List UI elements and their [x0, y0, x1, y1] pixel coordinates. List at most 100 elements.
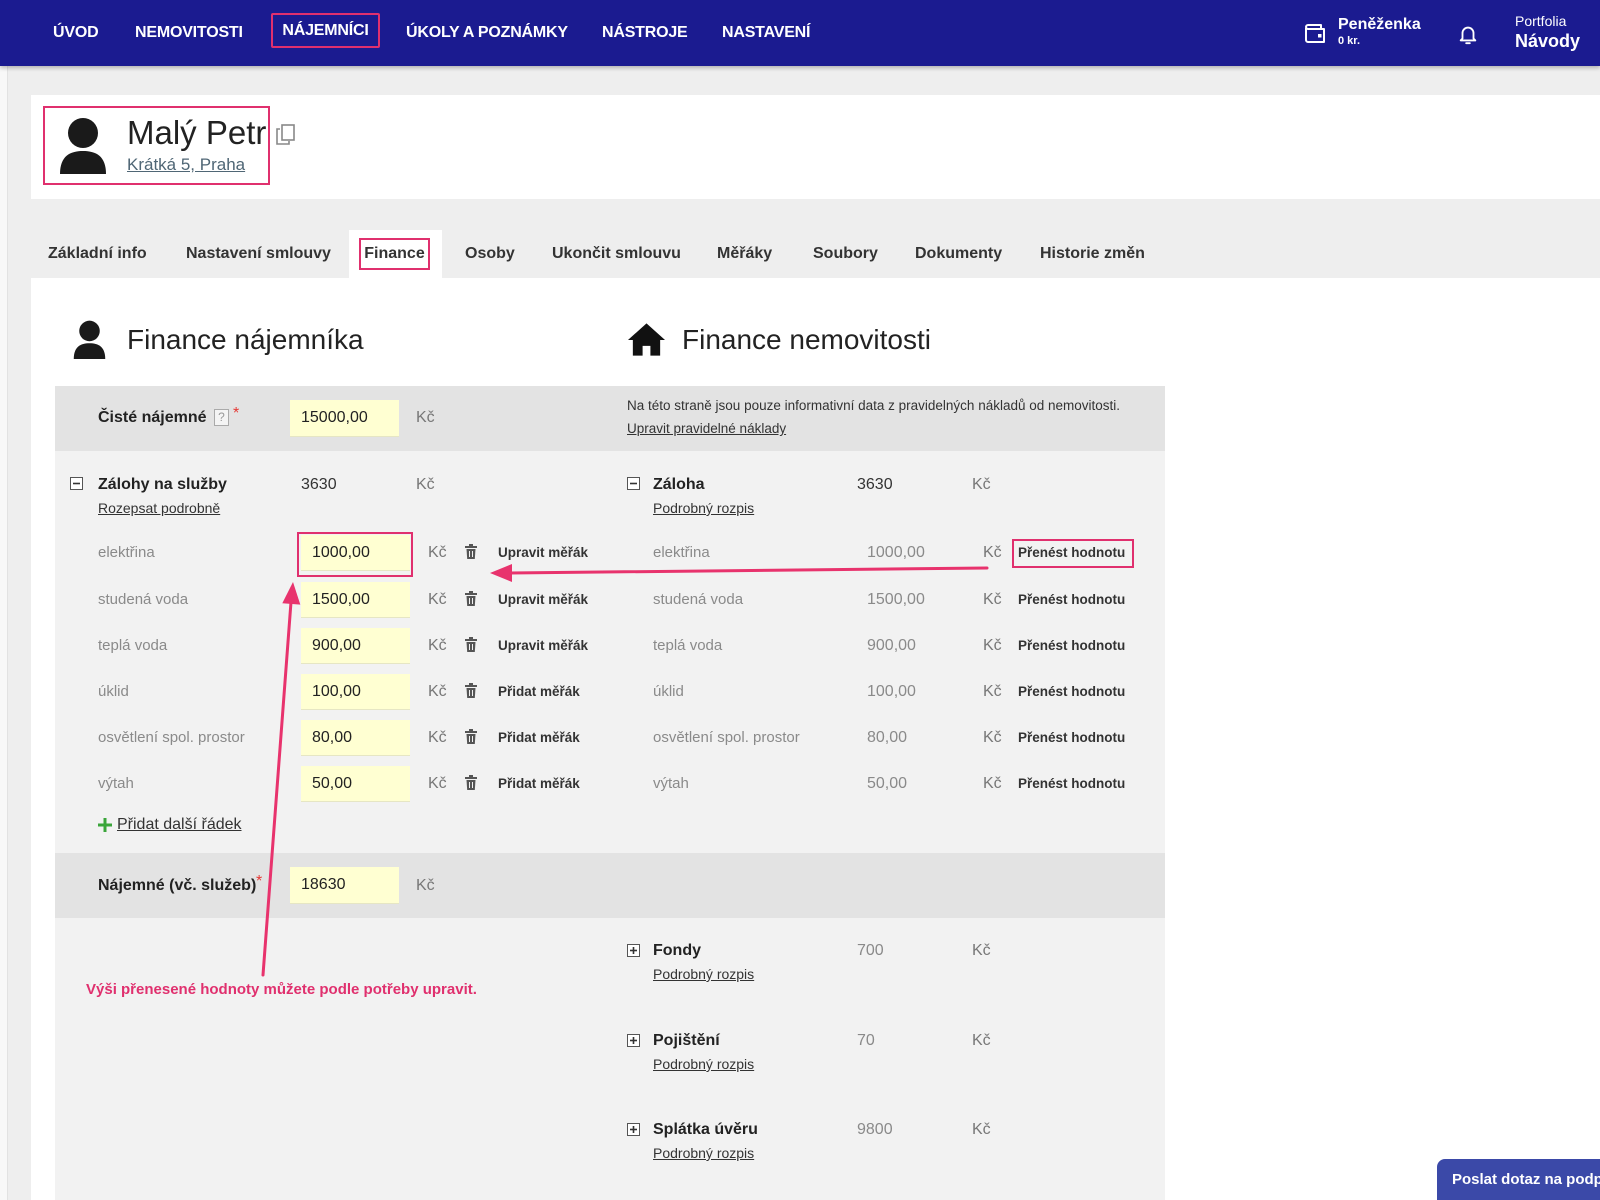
wallet-button[interactable]: Peněženka 0 kr. — [1300, 12, 1430, 54]
property-service-label: osvětlení spol. prostor — [653, 729, 800, 746]
trash-icon[interactable] — [465, 729, 477, 744]
transfer-value-button[interactable]: Přenést hodnotu — [1018, 730, 1126, 745]
add-meter-button[interactable]: Přidat měřák — [498, 684, 580, 699]
service-row: osvětlení spol. prostor Kč Přidat měřák — [0, 720, 600, 756]
nav-item-nemovitosti[interactable]: NEMOVITOSTI — [135, 24, 243, 41]
total-rent-currency: Kč — [416, 877, 435, 894]
edit-meter-button[interactable]: Upravit měřák — [498, 545, 589, 560]
portfolio-switcher[interactable]: Portfolia Návody — [1515, 12, 1595, 54]
collapse-deposits-toggle[interactable] — [70, 477, 83, 490]
edit-meter-button[interactable]: Upravit měřák — [498, 638, 589, 653]
tenant-name: Malý Petr — [127, 114, 267, 151]
property-deposit-detail-link[interactable]: Podrobný rozpis — [653, 500, 755, 516]
support-button[interactable]: Poslat dotaz na podp — [1437, 1159, 1600, 1200]
house-icon — [627, 322, 666, 356]
tab-soubory[interactable]: Soubory — [813, 245, 878, 262]
service-currency: Kč — [428, 775, 447, 792]
trash-icon[interactable] — [465, 637, 477, 652]
net-rent-label: Čisté nájemné — [98, 409, 207, 426]
property-service-row: studená voda 1500,00 Kč Přenést hodnotu — [600, 582, 1160, 618]
service-input[interactable] — [301, 674, 410, 710]
group-currency: Kč — [972, 1032, 991, 1049]
trash-icon[interactable] — [465, 775, 477, 790]
property-cost-group: Pojištění 70 Kč Podrobný rozpis — [600, 1032, 1160, 1076]
service-row: elektřina Kč Upravit měřák — [0, 535, 600, 571]
nav-item-uvod[interactable]: ÚVOD — [53, 24, 99, 41]
property-deposit-label: Záloha — [653, 476, 705, 493]
property-service-label: výtah — [653, 775, 689, 792]
copy-icon[interactable] — [276, 124, 295, 145]
group-detail-link[interactable]: Podrobný rozpis — [653, 966, 755, 982]
property-service-value: 100,00 — [867, 683, 916, 700]
help-icon[interactable]: ? — [214, 409, 229, 426]
tenant-address-link[interactable]: Krátká 5, Praha — [127, 155, 246, 174]
property-service-row: úklid 100,00 Kč Přenést hodnotu — [600, 674, 1160, 710]
service-input[interactable] — [301, 766, 410, 802]
trash-icon[interactable] — [465, 544, 477, 559]
service-label: elektřina — [98, 544, 155, 561]
group-detail-link[interactable]: Podrobný rozpis — [653, 1145, 755, 1161]
total-rent-row-bg — [55, 853, 1165, 918]
transfer-highlight-box — [1012, 539, 1134, 568]
split-deposits-link[interactable]: Rozepsat podrobně — [98, 500, 221, 516]
service-currency: Kč — [428, 729, 447, 746]
add-meter-button[interactable]: Přidat měřák — [498, 730, 580, 745]
tab-finance[interactable]: Finance — [359, 238, 430, 270]
tab-historie-zmen[interactable]: Historie změn — [1040, 245, 1145, 262]
tab-nastaveni-smlouvy[interactable]: Nastavení smlouvy — [186, 245, 331, 262]
total-rent-input[interactable] — [290, 867, 399, 904]
group-value: 70 — [857, 1032, 875, 1049]
transfer-value-button[interactable]: Přenést hodnotu — [1018, 776, 1126, 791]
tab-meraky[interactable]: Měřáky — [717, 245, 773, 262]
deposits-currency: Kč — [416, 476, 435, 493]
tenant-finance-heading: Finance nájemníka — [127, 324, 364, 355]
nav-item-nastaveni[interactable]: NASTAVENÍ — [722, 24, 811, 41]
service-input[interactable] — [301, 535, 410, 571]
nav-item-nastroje[interactable]: NÁSTROJE — [602, 24, 688, 41]
service-input[interactable] — [301, 720, 410, 756]
service-input[interactable] — [301, 628, 410, 664]
tab-zakladni-info[interactable]: Základní info — [48, 245, 147, 262]
net-rent-input[interactable] — [290, 400, 399, 437]
nav-item-najemnici[interactable]: NÁJEMNÍCI — [271, 13, 380, 48]
tenant-finance-person-icon — [71, 320, 108, 359]
transfer-value-button[interactable]: Přenést hodnotu — [1018, 638, 1126, 653]
property-service-currency: Kč — [983, 637, 1002, 654]
left-edge — [0, 66, 8, 1200]
annotation-text: Výši přenesené hodnoty můžete podle potř… — [86, 981, 477, 998]
tab-dokumenty[interactable]: Dokumenty — [915, 245, 1003, 262]
nav-item-ukoly[interactable]: ÚKOLY A POZNÁMKY — [406, 24, 568, 41]
transfer-value-button[interactable]: Přenést hodnotu — [1018, 684, 1126, 699]
trash-icon[interactable] — [465, 683, 477, 698]
service-row: výtah Kč Přidat měřák — [0, 766, 600, 802]
group-detail-link[interactable]: Podrobný rozpis — [653, 1056, 755, 1072]
add-row-button[interactable]: Přidat další řádek — [98, 815, 258, 835]
plus-icon — [98, 818, 112, 832]
group-label: Fondy — [653, 942, 701, 959]
service-row: teplá voda Kč Upravit měřák — [0, 628, 600, 664]
trash-icon[interactable] — [465, 591, 477, 606]
tab-ukoncit-smlouvu[interactable]: Ukončit smlouvu — [552, 245, 681, 262]
add-meter-button[interactable]: Přidat měřák — [498, 776, 580, 791]
edit-regular-costs-link[interactable]: Upravit pravidelné náklady — [627, 421, 787, 436]
collapse-deposit-toggle[interactable] — [627, 477, 640, 490]
edit-meter-button[interactable]: Upravit měřák — [498, 592, 589, 607]
expand-group-toggle[interactable] — [627, 944, 640, 957]
service-label: výtah — [98, 775, 134, 792]
property-info-text: Na této straně jsou pouze informativní d… — [627, 398, 1121, 413]
property-service-row: osvětlení spol. prostor 80,00 Kč Přenést… — [600, 720, 1160, 756]
expand-group-toggle[interactable] — [627, 1034, 640, 1047]
property-service-label: elektřina — [653, 544, 710, 561]
service-label: osvětlení spol. prostor — [98, 729, 245, 746]
required-mark: * — [233, 405, 240, 422]
service-input[interactable] — [301, 582, 410, 618]
bell-icon[interactable] — [1457, 23, 1479, 45]
transfer-value-button[interactable]: Přenést hodnotu — [1018, 592, 1126, 607]
expand-group-toggle[interactable] — [627, 1123, 640, 1136]
transfer-value-button[interactable]: Přenést hodnotu — [1018, 545, 1126, 560]
total-rent-label: Nájemné (vč. služeb) — [98, 877, 257, 894]
service-currency: Kč — [428, 544, 447, 561]
wallet-amount: 0 kr. — [1338, 35, 1361, 47]
tab-osoby[interactable]: Osoby — [465, 245, 515, 262]
add-row-label: Přidat další řádek — [117, 816, 242, 833]
